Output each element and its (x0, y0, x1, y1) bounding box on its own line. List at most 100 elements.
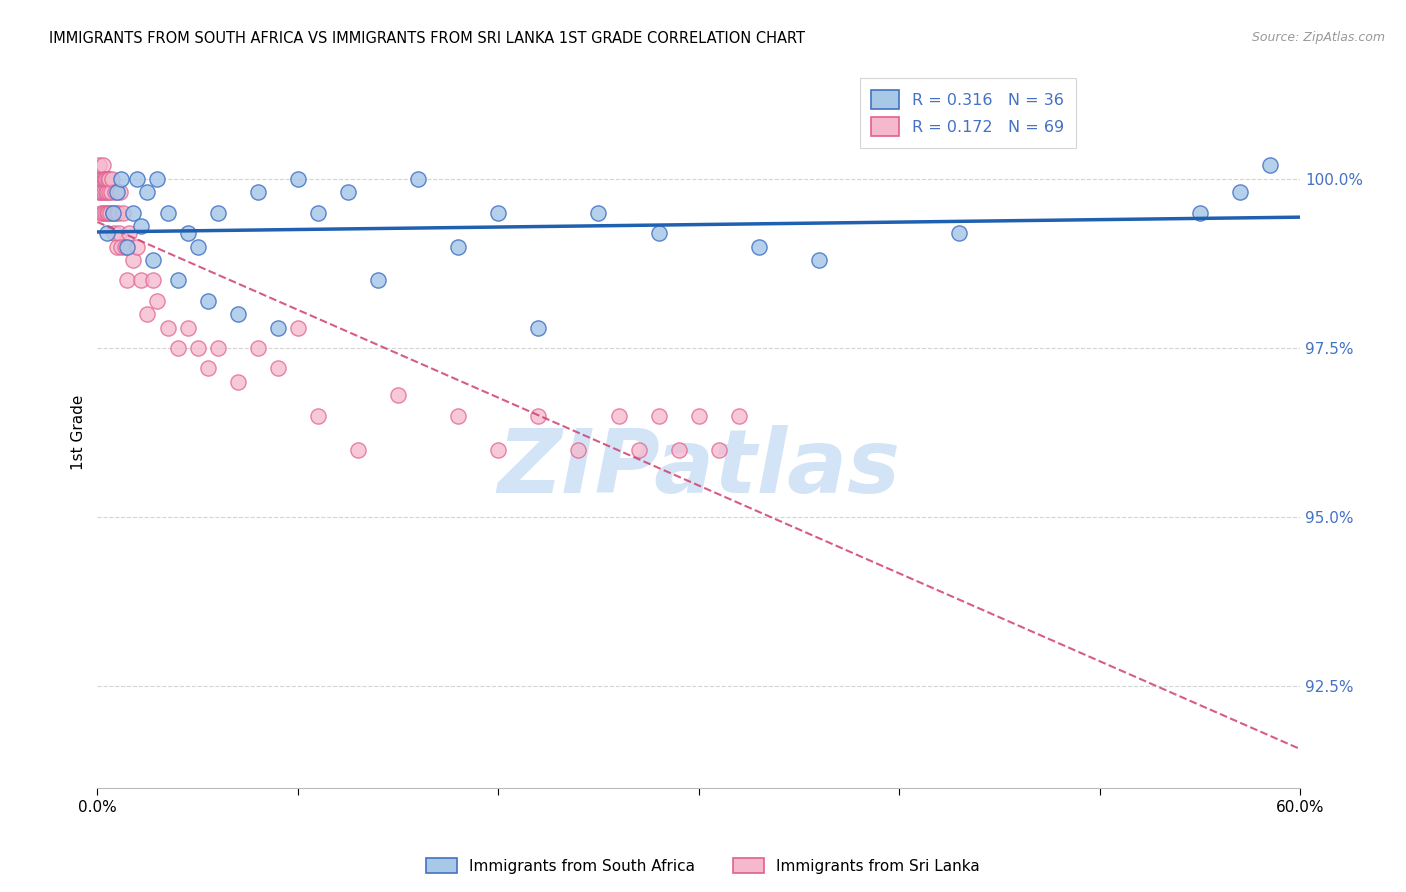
Point (146, 172, 169, 186)
Point (97, 172, 120, 186)
Point (246, 186, 269, 200)
Point (118, 226, 141, 240)
Point (367, 273, 389, 287)
Point (127, 172, 149, 186)
Point (100, 205, 122, 219)
Point (136, 186, 159, 200)
Point (105, 239, 128, 253)
Point (127, 239, 149, 253)
Point (176, 320, 198, 334)
Point (108, 226, 131, 240)
Point (101, 172, 124, 186)
Point (707, 442, 730, 457)
Point (94, 205, 117, 219)
Point (307, 205, 329, 219)
Text: ZIPatlas: ZIPatlas (498, 425, 900, 512)
Point (96, 226, 118, 240)
Point (112, 205, 135, 219)
Point (96, 186, 118, 200)
Point (207, 205, 229, 219)
Point (588, 205, 610, 219)
Point (748, 239, 770, 253)
Point (267, 320, 290, 334)
Point (89, 172, 111, 186)
Point (447, 409, 470, 423)
Point (226, 375, 249, 389)
Point (142, 253, 165, 268)
Text: IMMIGRANTS FROM SOUTH AFRICA VS IMMIGRANTS FROM SRI LANKA 1ST GRADE CORRELATION : IMMIGRANTS FROM SOUTH AFRICA VS IMMIGRAN… (49, 31, 806, 46)
Point (197, 361, 219, 376)
Point (246, 341, 269, 355)
Point (96, 172, 118, 186)
Point (146, 293, 169, 308)
Point (89, 186, 111, 200)
Point (527, 320, 550, 334)
Point (607, 409, 630, 423)
Point (98, 172, 121, 186)
Point (226, 307, 249, 321)
Point (647, 226, 669, 240)
Point (96, 205, 118, 219)
Point (187, 341, 209, 355)
Point (89, 158, 111, 172)
Point (807, 253, 830, 268)
Point (122, 253, 145, 268)
Point (197, 293, 219, 308)
Point (486, 205, 509, 219)
Point (122, 205, 145, 219)
Point (90, 172, 112, 186)
Point (136, 307, 159, 321)
Point (110, 239, 132, 253)
Point (647, 409, 669, 423)
Point (103, 205, 125, 219)
Point (567, 442, 589, 457)
Point (93, 205, 115, 219)
Point (93, 172, 115, 186)
Point (1258, 158, 1281, 172)
Point (406, 172, 429, 186)
Point (114, 239, 136, 253)
Legend: R = 0.316   N = 36, R = 0.172   N = 69: R = 0.316 N = 36, R = 0.172 N = 69 (859, 78, 1076, 148)
Point (166, 273, 188, 287)
Point (131, 219, 153, 234)
Point (87, 172, 110, 186)
Point (103, 226, 125, 240)
Point (90, 172, 112, 186)
Point (187, 239, 209, 253)
Point (727, 409, 749, 423)
Point (90, 205, 112, 219)
Point (107, 205, 129, 219)
Point (104, 186, 127, 200)
Point (387, 388, 409, 402)
Point (1229, 186, 1251, 200)
Point (91, 186, 114, 200)
Point (627, 442, 650, 457)
Point (447, 239, 470, 253)
Point (156, 320, 179, 334)
Point (131, 273, 153, 287)
Point (98, 186, 121, 200)
Point (142, 273, 165, 287)
Point (156, 205, 179, 219)
Point (103, 205, 125, 219)
Point (110, 172, 132, 186)
Point (166, 341, 188, 355)
Point (110, 186, 132, 200)
Point (486, 442, 509, 457)
Y-axis label: 1st Grade: 1st Grade (72, 395, 86, 470)
Point (668, 442, 690, 457)
Point (117, 239, 139, 253)
Point (207, 341, 229, 355)
Point (176, 226, 198, 240)
Point (287, 172, 309, 186)
Point (91, 158, 114, 172)
Point (688, 409, 710, 423)
Point (117, 273, 139, 287)
Point (336, 186, 359, 200)
Point (94, 186, 117, 200)
Point (100, 186, 122, 200)
Legend: Immigrants from South Africa, Immigrants from Sri Lanka: Immigrants from South Africa, Immigrants… (420, 852, 986, 880)
Point (87, 186, 110, 200)
Text: Source: ZipAtlas.com: Source: ZipAtlas.com (1251, 31, 1385, 45)
Point (307, 409, 329, 423)
